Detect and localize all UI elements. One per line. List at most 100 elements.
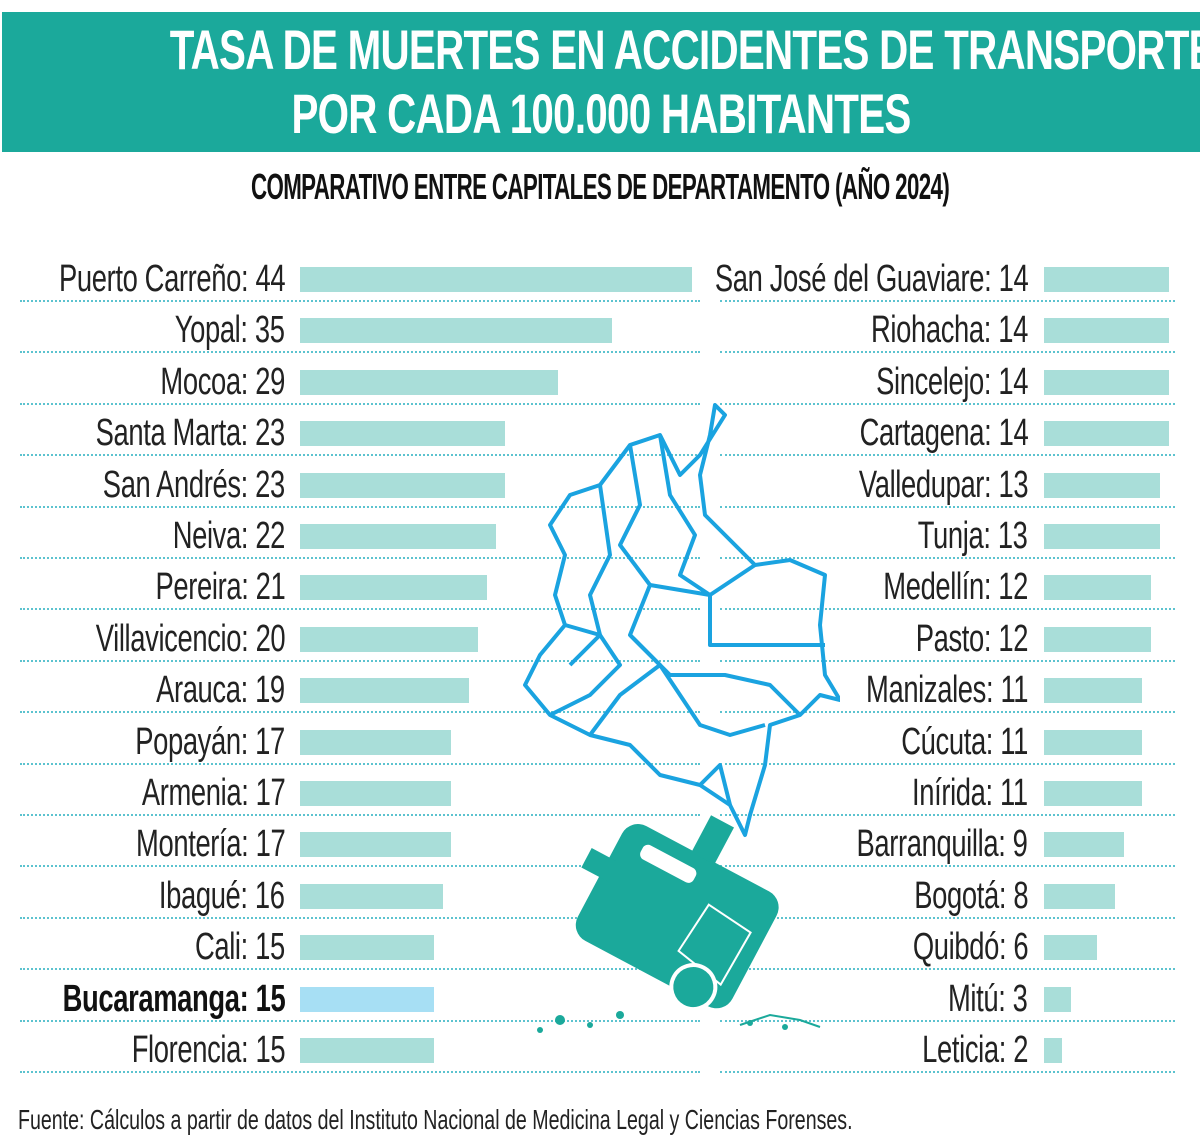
row-divider	[20, 762, 700, 765]
bar-label: Popayán: 17	[0, 715, 285, 766]
bar-label: Montería: 17	[0, 817, 286, 868]
category-label: Manizales: 11	[865, 669, 1028, 712]
bar-label: Armenia: 17	[0, 766, 285, 817]
title-banner: TASA DE MUERTES EN ACCIDENTES DE TRANSPO…	[2, 12, 1200, 152]
row-divider	[720, 814, 1175, 816]
bar	[1044, 421, 1169, 447]
category-label: Bucaramanga: 15	[62, 977, 285, 1020]
bar	[1044, 832, 1125, 858]
category-label: Inírida: 11	[912, 772, 1028, 814]
bar	[300, 421, 505, 447]
subtitle-text: COMPARATIVO ENTRE CAPITALES DE DEPARTAME…	[250, 166, 950, 207]
category-label: San Andrés: 23	[102, 463, 285, 506]
bar	[1044, 986, 1071, 1012]
row-divider	[20, 865, 700, 868]
row-divider	[720, 659, 1175, 662]
row-divider	[720, 1071, 1175, 1073]
bar-label: Riohacha: 14	[0, 303, 1028, 354]
bar-label: Bucaramanga: 15	[0, 972, 285, 1023]
bar-label: Barranquilla: 9	[0, 817, 1028, 868]
row-divider	[20, 1071, 700, 1073]
bar	[1044, 626, 1151, 652]
bar-label: Cartagena: 14	[0, 406, 1028, 457]
category-label: Puerto Carreño: 44	[58, 258, 286, 300]
row-divider	[720, 300, 1175, 302]
row-divider	[720, 505, 1175, 508]
bar	[300, 267, 692, 292]
row-divider	[720, 711, 1175, 714]
bar	[300, 986, 434, 1012]
bar	[1044, 318, 1169, 344]
bar-label: Quibdó: 6	[0, 920, 1029, 971]
category-label: Montería: 17	[135, 823, 286, 866]
bar	[1044, 575, 1151, 601]
category-label: Cartagena: 14	[859, 412, 1028, 455]
bar-label: Neiva: 22	[0, 509, 286, 560]
title-line-2: POR CADA 100.000 HABITANTES	[291, 82, 911, 145]
bar	[1044, 883, 1116, 909]
bar-label: Medellín: 12	[0, 560, 1028, 611]
bar-label: Tunja: 13	[0, 509, 1028, 560]
bar-label: Arauca: 19	[0, 663, 285, 714]
row-divider	[20, 659, 700, 662]
category-label: San José del Guaviare: 14	[714, 258, 1029, 300]
bar-label: Villavicencio: 20	[0, 612, 285, 663]
bar	[300, 575, 488, 601]
row-divider	[720, 1019, 1175, 1022]
bar-label: Santa Marta: 23	[0, 406, 286, 457]
row-divider	[20, 351, 700, 354]
bar-label: Ibagué: 16	[0, 869, 285, 920]
bar	[300, 1038, 434, 1063]
row-divider	[20, 505, 700, 508]
row-divider	[20, 454, 700, 457]
overturned-car-icon	[537, 815, 821, 1033]
bar-label: Bogotá: 8	[0, 869, 1028, 920]
row-divider	[20, 402, 700, 405]
category-label: Pereira: 21	[155, 566, 285, 609]
row-divider	[20, 968, 700, 971]
bar-label: Sincelejo: 14	[0, 355, 1028, 406]
bar	[300, 626, 479, 652]
bar-label: Yopal: 35	[0, 303, 285, 354]
bar	[300, 369, 559, 395]
illustration	[523, 403, 840, 1033]
category-label: Mocoa: 29	[160, 360, 285, 403]
bar-label: Pasto: 12	[0, 612, 1029, 663]
category-label: Pasto: 12	[915, 617, 1029, 660]
category-label: Valledupar: 13	[858, 463, 1029, 506]
category-label: Popayán: 17	[135, 720, 285, 763]
category-label: Cali: 15	[195, 926, 285, 969]
bar	[300, 524, 496, 549]
bar	[1044, 267, 1169, 292]
row-divider	[20, 608, 700, 611]
bar-label: San Andrés: 23	[0, 458, 285, 509]
category-label: Bogotá: 8	[914, 874, 1028, 917]
category-label: Florencia: 15	[131, 1029, 286, 1071]
bar-label: Mitú: 3	[0, 972, 1028, 1023]
row-divider	[20, 916, 700, 919]
category-label: Neiva: 22	[172, 515, 286, 557]
bar-label: Florencia: 15	[0, 1023, 286, 1074]
bar-label: Manizales: 11	[0, 663, 1028, 714]
bar-label: Inírida: 11	[0, 766, 1028, 817]
bar	[1044, 1038, 1062, 1063]
bar	[300, 318, 612, 344]
row-divider	[720, 402, 1175, 405]
bar-label: Leticia: 2	[0, 1023, 1028, 1074]
bar	[1044, 524, 1160, 549]
bar	[1044, 472, 1160, 498]
bar-label: Pereira: 21	[0, 560, 285, 611]
category-label: Mitú: 3	[948, 977, 1028, 1020]
category-label: Armenia: 17	[141, 772, 285, 814]
subtitle: COMPARATIVO ENTRE CAPITALES DE DEPARTAME…	[0, 166, 1200, 208]
row-divider	[720, 557, 1175, 559]
bar	[1044, 678, 1142, 704]
category-label: Villavicencio: 20	[95, 617, 285, 660]
row-divider	[20, 711, 700, 714]
bar-label: Mocoa: 29	[0, 355, 285, 406]
bar	[1044, 369, 1169, 395]
row-divider	[20, 814, 700, 816]
bar-label: Valledupar: 13	[0, 458, 1029, 509]
row-divider	[720, 762, 1175, 765]
category-label: Barranquilla: 9	[856, 823, 1028, 866]
